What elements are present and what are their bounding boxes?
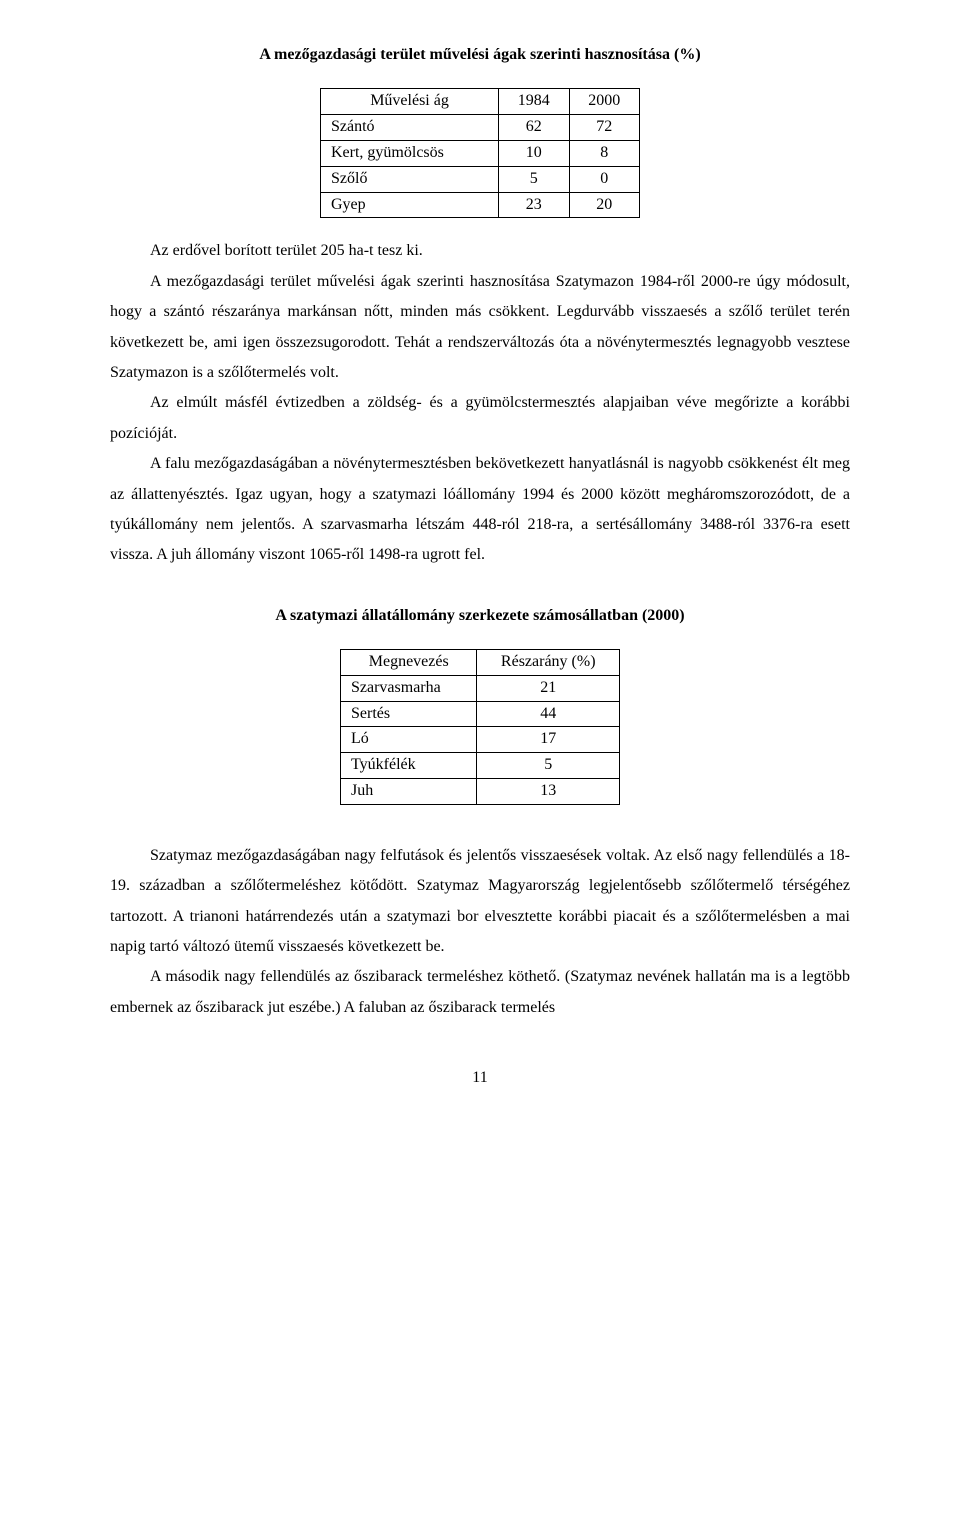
paragraph: Az elmúlt másfél évtizedben a zöldség- é… (110, 388, 850, 449)
spacer (110, 823, 850, 841)
table-cell: 10 (499, 140, 569, 166)
table-row: Ló 17 (341, 727, 620, 753)
table-cell: Kert, gyümölcsös (321, 140, 499, 166)
table-cell: 0 (569, 166, 640, 192)
table-row: Gyep 23 20 (321, 192, 640, 218)
table-row: Szarvasmarha 21 (341, 675, 620, 701)
paragraph: A második nagy fellendülés az őszibarack… (110, 962, 850, 1023)
table-row: Juh 13 (341, 779, 620, 805)
table-row: Sertés 44 (341, 701, 620, 727)
section-title-2: A szatymazi állatállomány szerkezete szá… (110, 601, 850, 631)
table-cell: Gyep (321, 192, 499, 218)
paragraph: Szatymaz mezőgazdaságában nagy felfutáso… (110, 841, 850, 963)
table-cell: Ló (341, 727, 477, 753)
table-cell: Juh (341, 779, 477, 805)
table-cell: 17 (477, 727, 620, 753)
table-header-row: Művelési ág 1984 2000 (321, 89, 640, 115)
table-land-use: Művelési ág 1984 2000 Szántó 62 72 Kert,… (320, 88, 640, 218)
paragraph: A falu mezőgazdaságában a növénytermeszt… (110, 449, 850, 571)
table-cell: Szarvasmarha (341, 675, 477, 701)
table-cell: 8 (569, 140, 640, 166)
paragraph: A mezőgazdasági terület művelési ágak sz… (110, 267, 850, 389)
table-cell: 5 (477, 753, 620, 779)
table-row: Tyúkfélék 5 (341, 753, 620, 779)
table-cell: 13 (477, 779, 620, 805)
table-cell: 20 (569, 192, 640, 218)
table-livestock: Megnevezés Részarány (%) Szarvasmarha 21… (340, 649, 620, 805)
table-cell: 44 (477, 701, 620, 727)
table-header-cell: Művelési ág (321, 89, 499, 115)
table-cell: 72 (569, 115, 640, 141)
table-row: Szántó 62 72 (321, 115, 640, 141)
table-row: Szőlő 5 0 (321, 166, 640, 192)
section-title-1: A mezőgazdasági terület művelési ágak sz… (110, 40, 850, 70)
table-cell: Tyúkfélék (341, 753, 477, 779)
table-cell: 62 (499, 115, 569, 141)
spacer (110, 571, 850, 601)
table-header-row: Megnevezés Részarány (%) (341, 650, 620, 676)
table-row: Kert, gyümölcsös 10 8 (321, 140, 640, 166)
table-cell: 21 (477, 675, 620, 701)
table-cell: Szőlő (321, 166, 499, 192)
table-cell: Szántó (321, 115, 499, 141)
table-header-cell: 2000 (569, 89, 640, 115)
table-cell: 23 (499, 192, 569, 218)
table-header-cell: 1984 (499, 89, 569, 115)
table-cell: Sertés (341, 701, 477, 727)
page-number: 11 (110, 1063, 850, 1093)
table-header-cell: Részarány (%) (477, 650, 620, 676)
paragraph: Az erdővel borított terület 205 ha-t tes… (110, 236, 850, 266)
table-cell: 5 (499, 166, 569, 192)
table-header-cell: Megnevezés (341, 650, 477, 676)
